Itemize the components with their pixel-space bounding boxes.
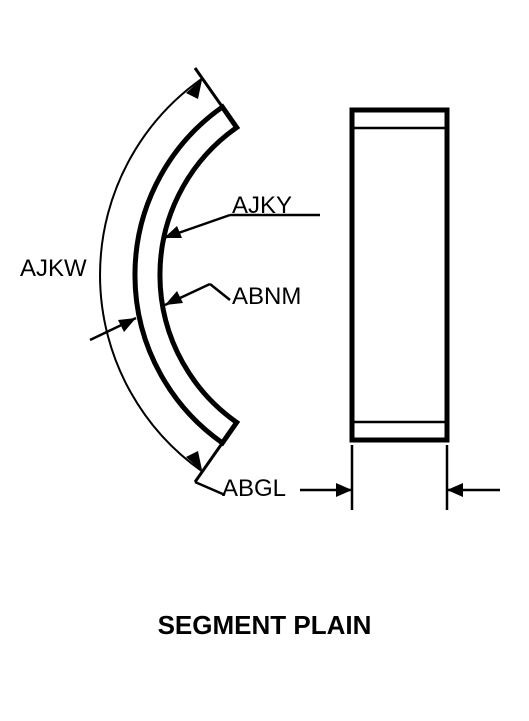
label-abnm: ABNM bbox=[232, 283, 301, 311]
diagram-container: AJKW AJKY ABNM ABGL SEGMENT PLAIN bbox=[0, 0, 529, 721]
side-view-rect bbox=[352, 110, 447, 440]
diagram-title: SEGMENT PLAIN bbox=[0, 610, 529, 641]
dimension-abgl bbox=[300, 445, 500, 510]
label-ajkw: AJKW bbox=[20, 255, 87, 283]
arc-segment bbox=[135, 107, 237, 443]
leader-abgl bbox=[195, 482, 225, 495]
label-abgl: ABGL bbox=[222, 475, 286, 503]
extension-ticks bbox=[195, 68, 222, 482]
label-ajky: AJKY bbox=[232, 192, 292, 220]
